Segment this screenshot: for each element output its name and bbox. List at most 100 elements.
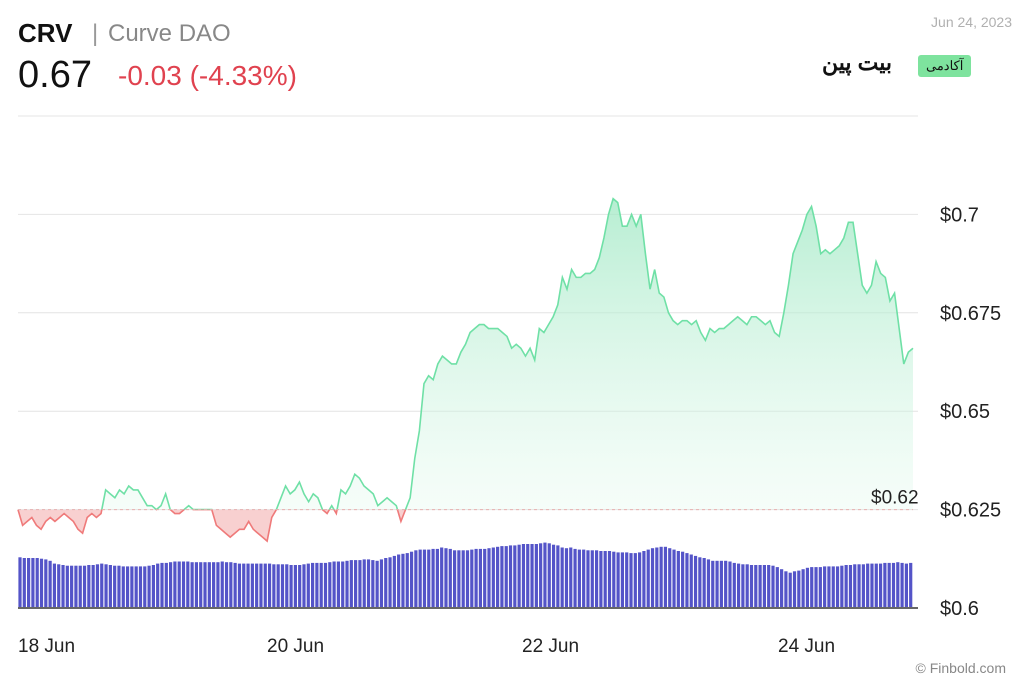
volume-bar [685, 553, 689, 607]
volume-bar [298, 565, 302, 607]
volume-bar [612, 551, 616, 607]
y-tick-label: $0.6 [940, 598, 979, 620]
volume-bar [534, 544, 538, 607]
volume-bar [229, 562, 233, 607]
volume-bar [706, 559, 711, 607]
volume-bar [909, 562, 913, 607]
volume-bar [409, 551, 414, 607]
volume-bar [724, 560, 728, 607]
volume-bar [74, 565, 78, 607]
volume-bar [719, 560, 723, 607]
volume-bar [470, 549, 474, 607]
volume-bar [315, 562, 319, 607]
price-line-up [17, 197, 914, 510]
x-tick-label: 24 Jun [778, 636, 835, 657]
volume-bar [672, 549, 676, 607]
volume-bar [246, 563, 250, 607]
volume-bar [715, 560, 719, 607]
volume-bar [784, 571, 788, 607]
volume-bar [156, 563, 160, 607]
volume-bar [457, 550, 461, 607]
volume-bar [181, 561, 186, 607]
chart-date: Jun 24, 2023 [931, 14, 1012, 30]
volume-bar [276, 564, 280, 607]
volume-bar [117, 565, 121, 607]
volume-bar [31, 558, 35, 607]
volume-bar [616, 552, 620, 607]
volume-bar [169, 562, 173, 607]
volume-bar [82, 565, 87, 607]
volume-bar [216, 562, 220, 607]
ticker-symbol: CRV [18, 18, 73, 48]
volume-bar [414, 550, 418, 607]
volume-bar [18, 557, 22, 607]
volume-bar [87, 565, 91, 607]
volume-bar [371, 560, 375, 607]
volume-bar [629, 553, 633, 607]
volume-bar [35, 558, 39, 607]
volume-bar [547, 543, 551, 607]
volume-bar [186, 561, 190, 607]
volume-bar [306, 563, 310, 607]
volume-bar [173, 561, 177, 607]
volume-bar [797, 570, 801, 607]
volume-bar [134, 566, 138, 607]
volume-bar [754, 565, 758, 607]
volume-bar [212, 562, 216, 607]
volume-bar [345, 560, 349, 607]
volume-bar [57, 564, 61, 607]
volume-bar [354, 560, 358, 607]
volume-bar [775, 567, 779, 607]
volume-bar [487, 548, 491, 607]
volume-bar [444, 548, 448, 607]
volume-bar [474, 548, 478, 607]
volume-bar [379, 559, 384, 607]
volume-bar [267, 563, 272, 607]
watermark-logo: بیت پین [822, 50, 892, 75]
volume-bar [526, 544, 530, 607]
volume-bar [332, 561, 336, 607]
volume-bar [224, 562, 229, 607]
volume-bar [556, 545, 560, 607]
volume-bar [508, 545, 513, 607]
volume-bar [259, 563, 263, 607]
volume-bar [349, 560, 353, 607]
volume-bar [125, 566, 130, 607]
volume-bar [113, 565, 117, 607]
volume-bar [220, 561, 224, 607]
volume-bar [543, 542, 547, 607]
volume-bar [177, 561, 181, 607]
volume-bar [883, 562, 887, 607]
volume-bar [599, 551, 603, 607]
asset-name: Curve DAO [108, 20, 231, 47]
volume-bar [100, 563, 104, 607]
volume-bar [814, 567, 818, 607]
volume-bar [452, 550, 457, 607]
volume-bar [741, 564, 745, 607]
volume-bar [233, 562, 237, 607]
volume-bar [302, 564, 306, 607]
volume-bar [896, 562, 900, 607]
price-area [17, 197, 914, 543]
volume-bar [810, 567, 814, 607]
volume-bar [384, 558, 388, 607]
volume-bar [607, 551, 612, 607]
volume-bar [65, 565, 69, 607]
volume-bar [668, 548, 672, 607]
volume-bar [388, 557, 392, 607]
volume-bar [203, 562, 207, 607]
current-price: 0.67 [18, 54, 92, 96]
volume-bar [491, 547, 495, 607]
volume-bar [138, 566, 143, 607]
volume-bar [887, 562, 891, 607]
volume-bar [70, 565, 74, 607]
volume-bar [250, 563, 254, 607]
volume-bar [874, 563, 878, 607]
y-tick-label: $0.675 [940, 303, 1001, 325]
watermark-badge: آکادمی [918, 55, 972, 77]
volume-bar [681, 551, 685, 607]
volume-bar [788, 572, 792, 607]
volume-bar [104, 564, 108, 607]
volume-bar [392, 555, 396, 607]
volume-bar [771, 565, 775, 607]
